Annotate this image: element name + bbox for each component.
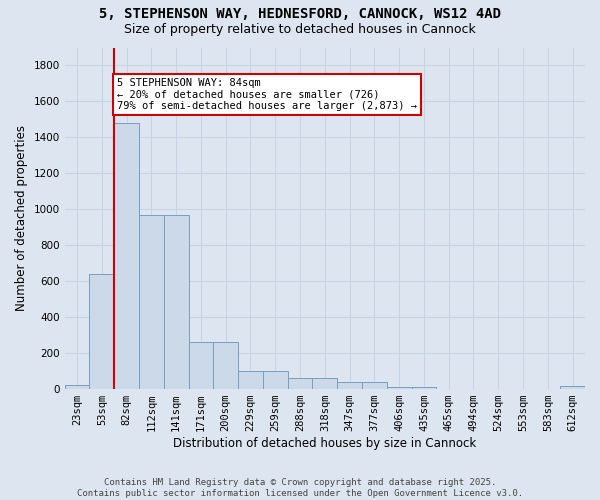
Bar (362, 382, 387, 389)
Bar (337, 382, 362, 389)
Bar (139, 214, 164, 389)
Bar (164, 214, 188, 389)
Bar (114, 123, 139, 389)
Bar (287, 378, 313, 389)
X-axis label: Distribution of detached houses by size in Cannock: Distribution of detached houses by size … (173, 437, 476, 450)
Text: 5, STEPHENSON WAY, HEDNESFORD, CANNOCK, WS12 4AD: 5, STEPHENSON WAY, HEDNESFORD, CANNOCK, … (99, 8, 501, 22)
Text: 5 STEPHENSON WAY: 84sqm
← 20% of detached houses are smaller (726)
79% of semi-d: 5 STEPHENSON WAY: 84sqm ← 20% of detache… (117, 78, 417, 112)
Bar (188, 342, 214, 389)
Bar (387, 388, 412, 389)
Text: Size of property relative to detached houses in Cannock: Size of property relative to detached ho… (124, 22, 476, 36)
Text: Contains HM Land Registry data © Crown copyright and database right 2025.
Contai: Contains HM Land Registry data © Crown c… (77, 478, 523, 498)
Bar (560, 386, 585, 389)
Bar (313, 378, 337, 389)
Bar (214, 342, 238, 389)
Y-axis label: Number of detached properties: Number of detached properties (15, 126, 28, 312)
Bar (238, 371, 263, 389)
Bar (65, 384, 89, 389)
Bar (263, 371, 287, 389)
Bar (89, 274, 114, 389)
Bar (412, 388, 436, 389)
